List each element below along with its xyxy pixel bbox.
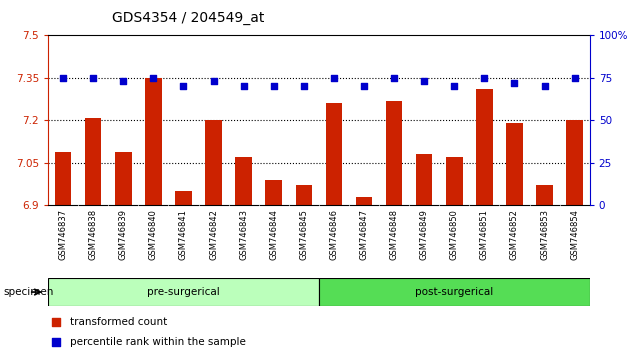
Text: GSM746851: GSM746851 <box>480 209 489 260</box>
Bar <box>537 185 553 205</box>
Point <box>449 84 460 89</box>
Text: GSM746840: GSM746840 <box>149 209 158 260</box>
Point <box>329 75 339 81</box>
Bar <box>265 180 282 205</box>
Text: GSM746852: GSM746852 <box>510 209 519 260</box>
Point <box>570 75 580 81</box>
Text: GSM746844: GSM746844 <box>269 209 278 260</box>
Bar <box>476 89 493 205</box>
Text: pre-surgerical: pre-surgerical <box>147 287 220 297</box>
Bar <box>175 191 192 205</box>
Bar <box>235 157 252 205</box>
Point <box>540 84 550 89</box>
Point <box>51 320 62 325</box>
Text: GSM746845: GSM746845 <box>299 209 308 260</box>
Text: GSM746847: GSM746847 <box>360 209 369 260</box>
Bar <box>319 278 590 306</box>
Text: GSM746853: GSM746853 <box>540 209 549 260</box>
Bar <box>48 278 319 306</box>
Text: transformed count: transformed count <box>70 318 167 327</box>
Bar <box>145 78 162 205</box>
Bar <box>386 101 403 205</box>
Point <box>389 75 399 81</box>
Text: GSM746839: GSM746839 <box>119 209 128 260</box>
Point <box>299 84 309 89</box>
Bar <box>205 120 222 205</box>
Text: GSM746837: GSM746837 <box>58 209 67 260</box>
Text: percentile rank within the sample: percentile rank within the sample <box>70 337 246 347</box>
Point <box>238 84 249 89</box>
Bar <box>446 157 463 205</box>
Bar <box>506 123 523 205</box>
Text: GSM746854: GSM746854 <box>570 209 579 260</box>
Point <box>148 75 158 81</box>
Point <box>419 79 429 84</box>
Bar <box>55 152 71 205</box>
Point <box>178 84 188 89</box>
Text: GSM746838: GSM746838 <box>88 209 97 260</box>
Point <box>208 79 219 84</box>
Text: GSM746848: GSM746848 <box>390 209 399 260</box>
Text: GSM746850: GSM746850 <box>450 209 459 260</box>
Bar <box>567 120 583 205</box>
Point <box>510 80 520 86</box>
Bar <box>296 185 312 205</box>
Text: GSM746842: GSM746842 <box>209 209 218 260</box>
Bar <box>115 152 131 205</box>
Text: GSM746843: GSM746843 <box>239 209 248 260</box>
Point <box>359 84 369 89</box>
Point <box>479 75 490 81</box>
Text: specimen: specimen <box>3 287 54 297</box>
Text: GDS4354 / 204549_at: GDS4354 / 204549_at <box>112 11 265 25</box>
Bar <box>326 103 342 205</box>
Point <box>88 75 98 81</box>
Point <box>51 339 62 345</box>
Bar <box>356 197 372 205</box>
Bar <box>416 154 433 205</box>
Text: GSM746849: GSM746849 <box>420 209 429 260</box>
Point <box>269 84 279 89</box>
Point <box>58 75 68 81</box>
Bar <box>85 118 101 205</box>
Text: GSM746846: GSM746846 <box>329 209 338 260</box>
Point <box>118 79 128 84</box>
Text: GSM746841: GSM746841 <box>179 209 188 260</box>
Text: post-surgerical: post-surgerical <box>415 287 494 297</box>
